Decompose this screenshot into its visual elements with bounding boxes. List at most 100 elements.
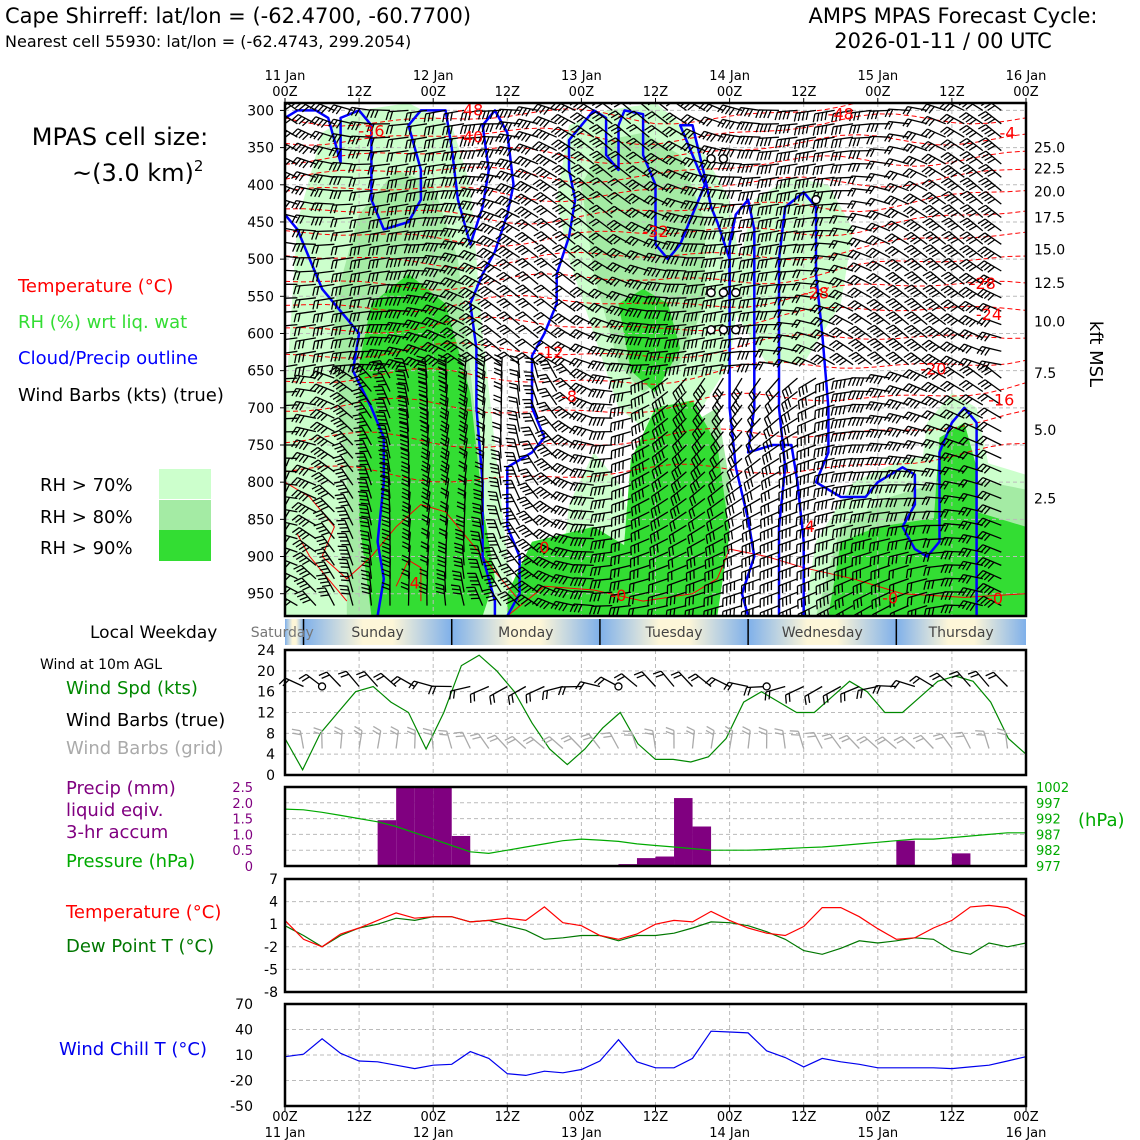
wind-barb-flag (338, 286, 342, 296)
wind-barb-flag (317, 464, 326, 470)
wind-barb (348, 203, 372, 216)
wind-barb-staff (351, 163, 372, 166)
wind-barb (385, 123, 409, 135)
wind-barb-flag (338, 536, 348, 538)
wind-barb-flag (321, 531, 330, 536)
wind-barb-flag (381, 541, 391, 547)
wind-barb (367, 283, 391, 296)
wind-barb-staff (285, 154, 298, 165)
wind-barb-flag (390, 139, 394, 148)
wind-barb-flag (330, 301, 334, 310)
wind-barb-flag (275, 327, 279, 335)
wind-barb-flag (291, 128, 299, 136)
wind-barb-flag (297, 353, 301, 363)
wind-barb-flag (360, 543, 369, 547)
wind-barb-flag (332, 162, 338, 171)
wind-barb (292, 552, 317, 566)
wind-barb (386, 190, 409, 203)
wind-barb-flag (339, 575, 349, 578)
wind-barb-flag (332, 148, 338, 157)
wind-barb (309, 421, 335, 434)
wind-barb-flag (296, 567, 305, 573)
wind-barb-flag (388, 309, 394, 319)
wind-barb-flag (339, 562, 349, 565)
wind-barb-staff (285, 557, 298, 567)
wind-barb-flag (274, 393, 277, 401)
wind-barb-flag (375, 402, 385, 404)
wind-barb-flag (273, 168, 279, 177)
wind-barb-flag (299, 201, 305, 210)
wind-barb (312, 323, 335, 337)
wind-barb (292, 270, 316, 281)
wind-barb-flag (320, 313, 324, 322)
wind-barb-flag (336, 148, 342, 157)
isotherm-dashed (285, 103, 859, 127)
wind-barb-flag (339, 584, 348, 587)
wind-barb-flag (309, 409, 317, 416)
wind-barb (366, 136, 391, 147)
wind-barb-flag (318, 515, 327, 521)
wind-barb (349, 270, 372, 283)
wind-barb-flag (352, 413, 362, 417)
wind-barb-flag (285, 103, 288, 109)
wind-barb-flag (297, 313, 301, 322)
wind-barb-flag (371, 165, 375, 175)
wind-barb-flag (333, 480, 343, 484)
wind-barb-flag (380, 474, 390, 478)
wind-barb-flag (294, 453, 302, 461)
wind-barb (285, 226, 298, 237)
wind-barb-flag (316, 538, 326, 543)
wind-barb-flag (334, 259, 338, 269)
wind-barb-flag (377, 436, 387, 440)
wind10m-label: Wind at 10m AGL (40, 657, 162, 673)
rh70-label: RH > 70% (40, 475, 133, 496)
wind-barb (311, 471, 335, 486)
wind-barb-flag (317, 551, 326, 555)
wind-barb-flag (294, 478, 302, 486)
wind-barb-flag (300, 243, 305, 253)
wind-barb-flag (277, 213, 282, 221)
isotherm-dashed (285, 382, 1026, 414)
wind-barb-flag (274, 298, 277, 306)
wind-barb-flag (378, 440, 387, 444)
wind-barb-flag (298, 145, 306, 153)
wind-barb (328, 147, 353, 157)
wind-barb-flag (379, 475, 389, 480)
wind-barb-flag (351, 121, 357, 131)
wind-barb (310, 188, 335, 198)
wind-barb (386, 176, 409, 190)
wind-barb-flag (301, 339, 305, 349)
wind-barb-flag (356, 465, 365, 467)
wind-barb-flag (285, 484, 291, 493)
wind-barb (285, 482, 298, 493)
wind-barb-flag (386, 139, 390, 149)
wind-barb-staff (573, 564, 594, 567)
wind-barb-flag (302, 147, 309, 155)
title-right-2: 2026-01-11 / 00 UTC (834, 29, 1052, 53)
wind-barb (309, 370, 335, 381)
wind-barb-flag (360, 489, 370, 492)
wind-barb (330, 283, 354, 297)
wind-barb-flag (313, 461, 322, 468)
wind-barb-flag (296, 580, 305, 585)
wind-barb (353, 426, 372, 446)
wind-barb-flag (334, 352, 338, 362)
wind-barb (367, 163, 391, 175)
wind-barb-flag (315, 272, 320, 282)
wind-barb-flag (355, 368, 364, 374)
wind-barb-flag (397, 271, 402, 280)
wind-barb (312, 337, 335, 350)
wind-barb-flag (312, 497, 321, 502)
wind-barb (338, 571, 354, 593)
wind-barb (310, 446, 335, 460)
wind-barb (291, 527, 317, 540)
wind-barb (359, 529, 373, 553)
wind-barb-flag (295, 427, 301, 436)
wind-barb-flag (338, 313, 342, 322)
wind-barb (312, 497, 335, 513)
wind-barb-staff (629, 364, 650, 367)
wind-barb-flag (317, 175, 324, 184)
rh90-swatch (159, 530, 211, 561)
wind-barb-flag (296, 593, 306, 598)
wind-barb (328, 118, 354, 129)
